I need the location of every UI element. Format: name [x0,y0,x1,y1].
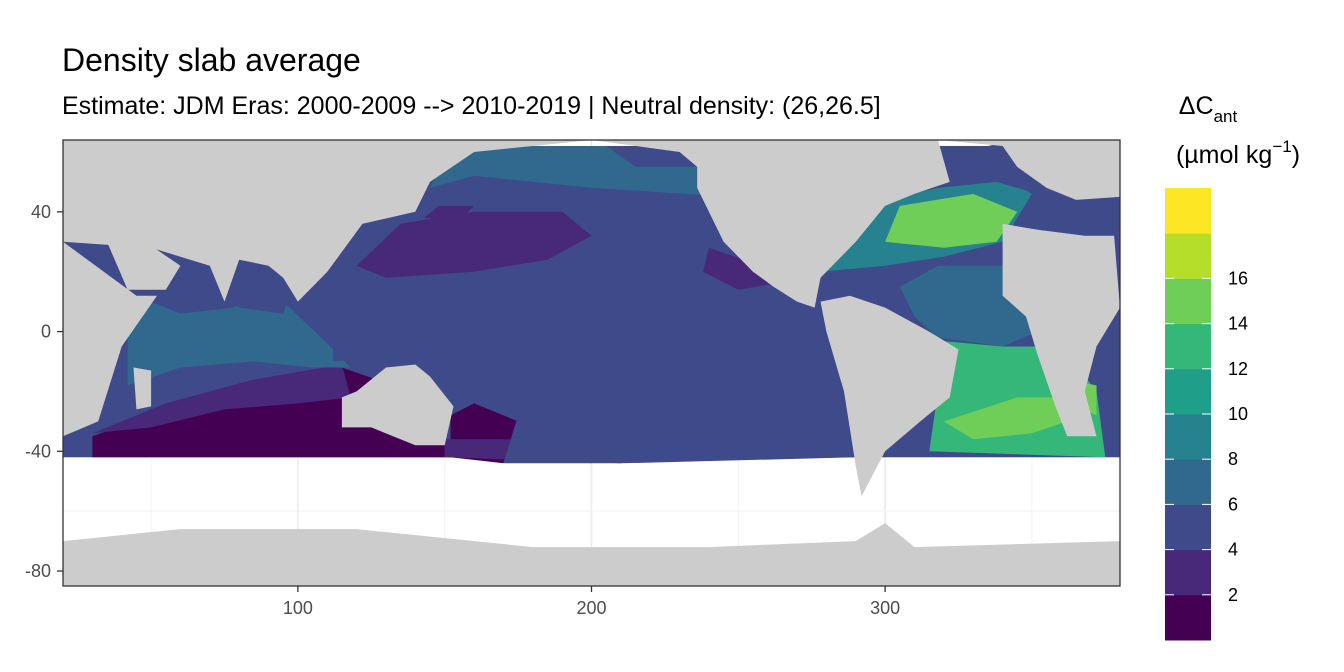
legend-tick-label: 4 [1228,540,1238,560]
legend-tick-label: 6 [1228,494,1238,514]
legend-units-prefix: (µmol kg [1176,141,1272,169]
ocean-region [127,301,351,386]
land-eurasia [63,140,1120,302]
land-africa [1002,223,1120,437]
legend-key [1165,594,1211,641]
legend-key [1165,233,1211,279]
ocean-region [424,205,475,221]
legend-tick-label: 8 [1228,449,1238,469]
ocean-region [703,247,774,290]
x-tick-label: 200 [576,598,606,618]
y-tick-label: 0 [41,322,51,342]
land-south-america [820,295,959,497]
ocean-region [92,364,351,434]
land-arabia [107,241,181,290]
legend-key [1165,414,1211,460]
legend-tick-label: 2 [1228,585,1238,605]
legend-units: (µmol kg−1) [1176,137,1300,169]
ocean-region [92,367,445,458]
legend-tick-label: 12 [1228,359,1248,379]
legend-title-main: ΔC [1179,92,1214,120]
land-mask [63,140,1120,586]
legend-tick-label: 14 [1228,314,1248,334]
x-tick-label: 100 [283,598,313,618]
land-north-america [591,140,950,308]
legend-key [1165,323,1211,370]
y-tick-label: -80 [25,561,51,581]
legend-tick-labels: 2 4 6 8 10 12 14 16 [1228,268,1248,604]
y-tick-label: -40 [25,441,51,461]
legend-title: ΔCant [1179,92,1238,126]
legend-key [1165,188,1211,234]
ocean-region [943,397,1085,440]
plot-panel [62,139,1121,587]
legend-key [1165,504,1211,551]
ocean-region [430,146,733,197]
x-tick-label: 300 [870,598,900,618]
land-antarctica [63,523,1120,586]
legend-units-sup: −1 [1272,137,1291,156]
y-tick-label: 40 [31,202,51,222]
ocean-region [356,211,592,278]
chart-title: Density slab average [62,42,361,78]
legend-units-suffix: ) [1292,141,1300,169]
legend-tick-label: 16 [1228,268,1248,288]
land-africa-east [63,241,157,437]
land-madagascar [133,367,152,410]
legend-colorbar [1165,188,1211,641]
legend-key [1165,549,1211,596]
chart-subtitle: Estimate: JDM Eras: 2000-2009 --> 2010-2… [62,92,881,120]
land-australia [341,364,454,446]
ocean-region [239,265,292,314]
legend-key [1165,459,1211,505]
legend-tick-label: 10 [1228,404,1248,424]
ocean-region [885,193,1018,248]
legend-key [1165,278,1211,325]
legend-title-sub: ant [1214,107,1238,126]
legend: ΔCant (µmol kg−1) 2 4 6 8 10 12 14 16 [1165,92,1300,641]
legend-key [1165,368,1211,415]
